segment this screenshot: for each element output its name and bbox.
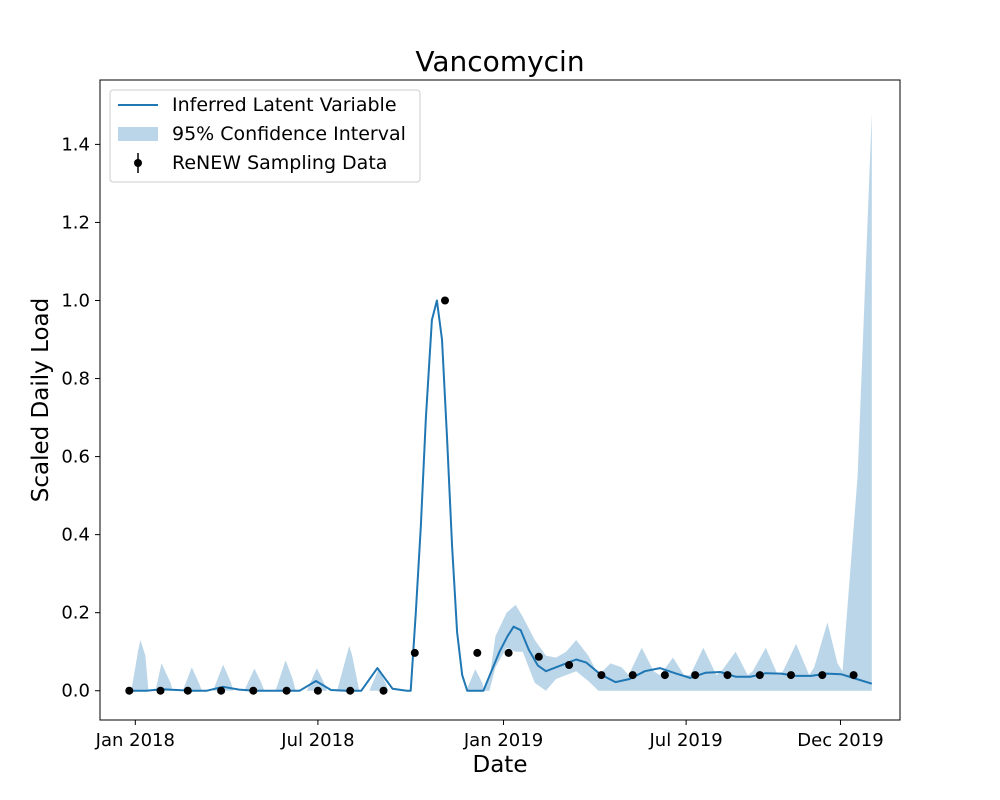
sampling-point [217, 686, 226, 695]
sampling-point [313, 686, 322, 695]
plot-frame [99, 79, 901, 721]
sampling-point [249, 686, 258, 695]
sampling-point [282, 686, 291, 695]
legend-label-band: 95% Confidence Interval [172, 123, 406, 145]
sampling-point [125, 686, 134, 695]
legend-box [109, 89, 421, 183]
y-axis-label: Scaled Daily Load [28, 298, 54, 502]
sampling-point [597, 671, 606, 680]
sampling-point [565, 661, 574, 669]
legend: Inferred Latent Variable 95% Confidence … [109, 89, 421, 183]
sampling-point [787, 671, 795, 680]
sampling-point [628, 671, 637, 680]
chart-title: Vancomycin [415, 45, 584, 78]
sampling-point [660, 671, 669, 680]
legend-band-swatch [118, 127, 158, 141]
legend-label-points: ReNEW Sampling Data [172, 152, 387, 174]
y-tick-label: 0.2 [61, 603, 90, 624]
y-tick-label: 0.6 [61, 447, 90, 468]
sampling-point [379, 686, 388, 695]
x-tick-label: Jan 2019 [463, 730, 543, 751]
sampling-point [473, 648, 482, 657]
sampling-point [691, 671, 700, 680]
sampling-point [723, 671, 732, 680]
sampling-point [755, 671, 764, 680]
x-tick-label: Jan 2018 [95, 730, 175, 751]
x-tick-label: Jul 2019 [649, 730, 723, 751]
sampling-point [441, 296, 449, 305]
sampling-point [346, 686, 355, 695]
y-tick-label: 1.2 [61, 212, 90, 233]
sampling-point [504, 648, 513, 657]
y-tick-label: 1.4 [61, 134, 90, 155]
legend-point-swatch [134, 159, 142, 167]
sampling-point [183, 686, 192, 695]
sampling-point [156, 686, 165, 695]
x-tick-label: Dec 2019 [797, 730, 883, 751]
x-axis-label: Date [473, 752, 528, 778]
y-tick-label: 1.0 [61, 290, 90, 311]
y-axis: 0.0 0.2 0.4 0.6 0.8 1.0 1.2 1.4 [61, 134, 100, 702]
sampling-point [534, 652, 543, 661]
legend-label-line: Inferred Latent Variable [172, 94, 397, 116]
sampling-point [849, 671, 858, 680]
y-tick-label: 0.8 [61, 369, 90, 390]
x-tick-label: Jul 2018 [280, 730, 354, 751]
sampling-point [410, 648, 419, 657]
x-axis: Jan 2018 Jul 2018 Jan 2019 Jul 2019 Dec 2019 [95, 720, 884, 751]
y-tick-label: 0.0 [61, 681, 90, 702]
sampling-points-layer [125, 296, 858, 695]
y-tick-label: 0.4 [61, 525, 90, 546]
sampling-point [818, 671, 827, 680]
